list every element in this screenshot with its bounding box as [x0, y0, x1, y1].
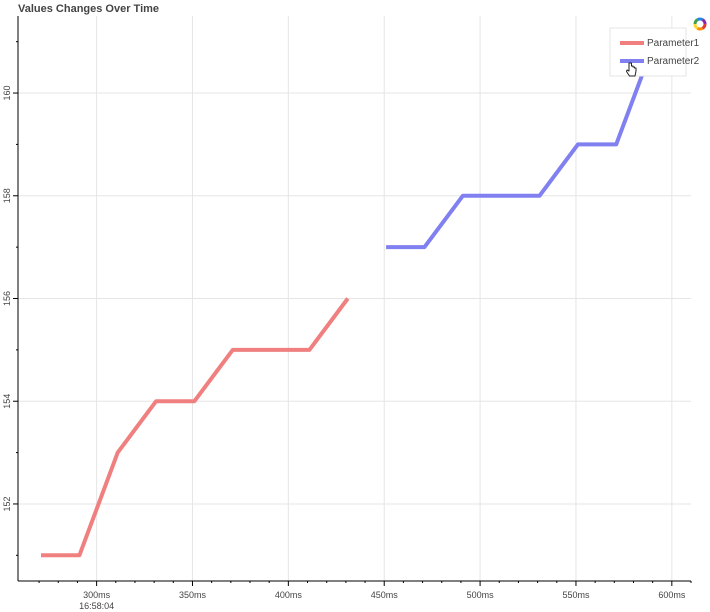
bokeh-logo-icon[interactable]: [693, 17, 707, 31]
x-tick-label: 600ms: [658, 590, 686, 600]
x-tick-label: 500ms: [467, 590, 495, 600]
series-group: [41, 40, 657, 558]
x-date-label: 16:58:04: [79, 601, 114, 611]
grid: [18, 16, 691, 581]
legend-label-parameter2: Parameter2: [647, 56, 700, 67]
y-tick-label: 158: [2, 188, 12, 203]
y-tick-label: 154: [2, 394, 12, 409]
chart-title: Values Changes Over Time: [18, 3, 160, 15]
legend[interactable]: Parameter1 Parameter2: [609, 27, 700, 77]
x-tick-label: 550ms: [562, 590, 590, 600]
y-tick-label: 152: [2, 496, 12, 511]
x-tick-label: 300ms: [83, 590, 111, 600]
series-line-parameter1: [41, 297, 350, 558]
x-ticks: 300ms 350ms 400ms 450ms 500ms 550ms 600ms 16:58…: [38, 581, 692, 611]
x-tick-label: 450ms: [371, 590, 399, 600]
hand-cursor-icon: [626, 62, 637, 77]
y-ticks: 152 154 156 158 160: [2, 41, 18, 556]
series-line-parameter2: [386, 40, 657, 250]
x-tick-label: 400ms: [275, 590, 303, 600]
legend-box: [609, 27, 687, 77]
y-tick-label: 160: [2, 86, 12, 101]
y-tick-label: 156: [2, 291, 12, 306]
legend-label-parameter1: Parameter1: [647, 38, 700, 49]
x-tick-label: 350ms: [179, 590, 207, 600]
